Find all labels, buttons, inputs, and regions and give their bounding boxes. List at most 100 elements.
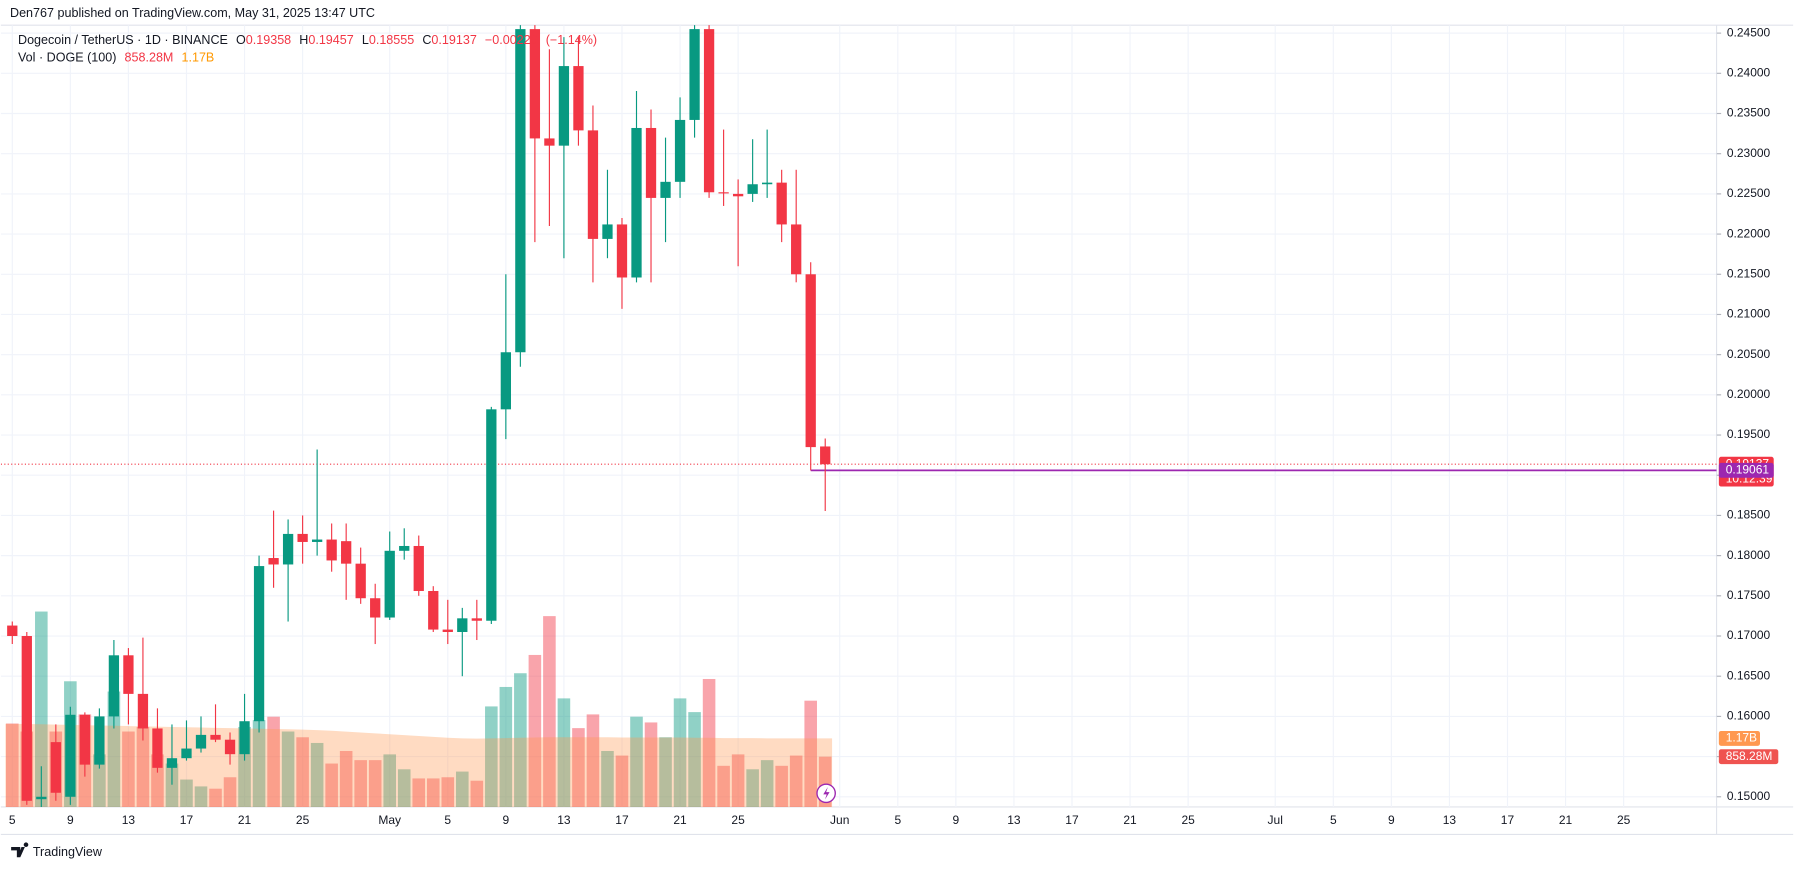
volume-bar [412,778,426,807]
candle-body [152,728,163,768]
x-tick-label: 13 [1007,813,1021,827]
candle-body [791,224,802,275]
volume-bar [441,777,455,807]
candle-body [7,625,18,637]
x-tick-label: 9 [1388,813,1395,827]
candle-body [21,636,32,801]
x-tick-label: 25 [1181,813,1195,827]
candle-body [181,748,192,759]
candle-body [660,181,671,198]
volume-bar [194,786,208,807]
candle-body [573,66,584,131]
volume-ma-value: 1.17B [181,51,214,65]
volume-bar [601,750,614,807]
candle-body [747,184,758,194]
x-tick-label: 25 [296,813,310,827]
y-tick-label: 0.18000 [1727,548,1771,562]
low-value: 0.18555 [369,33,414,47]
candle-body [79,714,91,765]
volume-bar [528,654,542,807]
candle-body [326,539,337,561]
volume-bar [499,686,513,807]
y-tick-label: 0.17500 [1727,588,1771,602]
brand: TradingView [11,842,103,859]
volume-bar [296,737,309,807]
x-tick-label: 5 [894,813,901,827]
volume-bar [688,712,701,807]
y-tick-label: 0.24000 [1727,65,1771,79]
candle-body [616,224,628,278]
brand-name: TradingView [33,845,103,859]
candle-body [820,446,831,465]
y-tick-label: 0.21500 [1727,266,1771,280]
x-tick-label: 21 [1123,813,1137,827]
volume-bar [514,673,527,807]
candle-body [442,629,453,632]
candle-body [36,796,47,800]
x-tick-label: 17 [1065,813,1079,827]
y-tick-label: 0.15000 [1727,789,1771,803]
volume-bar [644,722,658,807]
candle-body [471,618,482,621]
y-tick-label: 0.21000 [1727,307,1771,321]
close-label: C [422,33,431,47]
volume-bar [107,691,121,807]
volume-bar [368,760,382,807]
candle-body [384,550,395,618]
axes: 0.150000.155000.160000.165000.170000.175… [9,25,1779,827]
candle-body [239,721,250,755]
x-tick-label: 9 [67,813,74,827]
candle-body [762,182,773,185]
candle-body [602,224,613,239]
volume-value: 858.28M [125,51,174,65]
x-tick-label: 21 [238,813,252,827]
candle-body [399,545,410,551]
x-tick-label: 5 [444,813,451,827]
volume-bar [760,760,774,807]
candle-body [413,545,424,591]
candle-body [311,539,323,542]
x-tick-label: 13 [122,813,136,827]
close-value: 0.19137 [431,33,476,47]
candle-body [370,598,381,618]
legend-line: Dogecoin / TetherUS · 1D · BINANCE O0.19… [18,33,597,47]
volume-bar [354,760,367,807]
volume-bar [630,716,643,807]
volume-bar [223,777,237,807]
volume-bar [746,769,759,807]
candle-body [515,29,526,353]
volume-ma-box [1718,730,1760,746]
candle-body [486,409,497,621]
candle-body [529,29,541,139]
volume-bar [281,731,295,807]
volume-bar [339,750,353,807]
volume-bar [557,698,571,807]
volume-bar [93,754,106,807]
candle-body [428,590,439,630]
candle-body [137,693,149,729]
x-tick-label: Jul [1268,813,1283,827]
x-tick-label: 25 [1617,813,1631,827]
volume-bar [717,765,730,807]
volume-bar [470,780,484,807]
x-tick-label: 5 [9,813,16,827]
high-value: 0.19457 [308,33,353,47]
volume-bar [586,714,600,807]
volume-bar [731,754,745,807]
candle-body [544,138,555,146]
x-tick-label: 9 [953,813,960,827]
volume-bar [325,763,338,807]
candle-body [587,130,599,239]
volume-bar [180,779,193,807]
volume-bar [310,742,324,807]
y-tick-label: 0.20000 [1727,387,1771,401]
candle-body [108,655,120,717]
volume-bar [659,737,672,807]
x-tick-label: 13 [557,813,571,827]
volume-bar [485,706,498,807]
candle-body [718,192,729,194]
candle-body [195,734,207,749]
x-tick-label: 5 [1330,813,1337,827]
candle-body [224,739,236,755]
volume-bar [804,700,817,807]
